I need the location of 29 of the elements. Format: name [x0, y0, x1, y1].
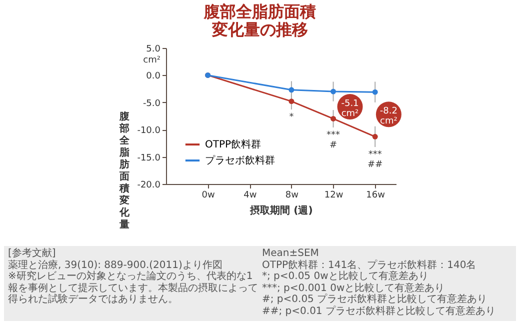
chart-title: 腹部全脂肪面積変化量の推移: [202, 2, 317, 39]
x-tick-label: 4w: [243, 190, 256, 200]
text: [参考文献] 薬理と治療, 39(10): 889-900.(2011)より作図 ※研究レビューの対象となった論文のうち、代表的な1報を事例として提示しています。本製品の摂取によって得られた試験データではありません。: [8, 248, 258, 307]
text: Mean±SEM OTPP飲料群：141名、プラセボ飲料群：140名 *; p<0.05 0wと比較して有意差あり ***; p<0.001 0wと比較して有意差あり #; p<0.05 プラセボ飲料群と比較して有意差あり ##; p<0.01 プラセボ飲料群と比較して有意差あり: [262, 248, 496, 318]
x-axis-title: 摂取期間 (週): [248, 204, 312, 216]
legend-label: OTPP飲料群: [204, 138, 261, 150]
x-tick-label: 16w: [366, 190, 385, 200]
y-tick-label: -20.0: [136, 180, 160, 190]
point: [372, 89, 378, 95]
text: 腹部全脂肪面積変化量: [119, 112, 129, 230]
y-tick-label: -15.0: [136, 153, 160, 164]
x-tick-label: 0w: [201, 190, 214, 200]
point: [288, 98, 294, 104]
y-tick-label: 0.0: [146, 72, 160, 82]
point: [330, 116, 336, 122]
annotation: *** ##: [367, 150, 382, 170]
legend-label: プラセボ飲料群: [204, 154, 274, 166]
y-tick-label: -10.0: [136, 126, 160, 136]
y-tick-label: 5.0 cm²: [142, 44, 160, 66]
y-tick-label: -5.0: [142, 98, 160, 109]
point: [288, 87, 294, 93]
annotation: *: [288, 112, 294, 122]
x-tick-label: 8w: [284, 190, 298, 200]
point: [330, 88, 336, 94]
annotation: -5.1 cm²: [340, 98, 359, 119]
point: [372, 134, 378, 140]
x-tick-label: 12w: [324, 190, 343, 200]
annotation: *** #: [326, 130, 340, 150]
annotation: -8.2 cm²: [379, 106, 398, 126]
